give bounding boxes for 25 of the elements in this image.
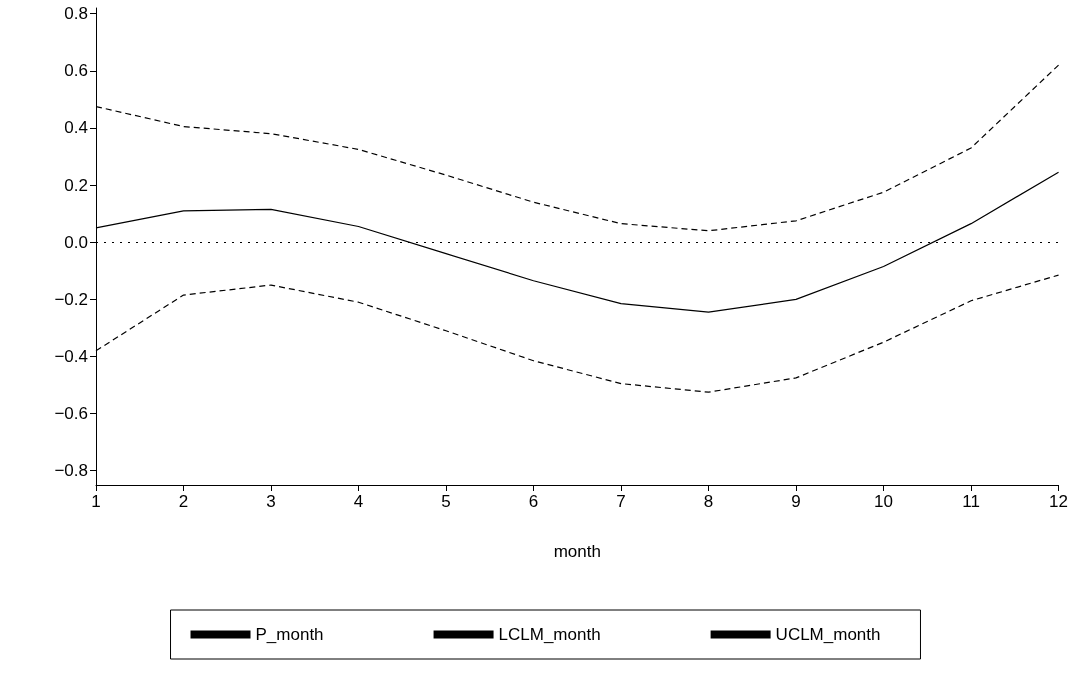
x-tick-label: 2 <box>178 492 189 511</box>
x-tick-label: 9 <box>791 492 801 511</box>
x-tick-label: 4 <box>353 492 364 511</box>
x-tick-label: 6 <box>528 492 539 511</box>
y-tick-label: 0.8 <box>64 4 88 24</box>
y-tick-label: 0.2 <box>64 175 88 195</box>
legend-label: UCLM_month <box>775 625 881 644</box>
x-tick-label: 10 <box>874 492 893 511</box>
legend-label: LCLM_month <box>498 625 601 644</box>
x-tick-label: 3 <box>266 492 276 511</box>
x-tick-label: 12 <box>1049 492 1069 511</box>
x-tick-label: 8 <box>703 492 714 511</box>
x-tick-label: 7 <box>616 492 626 511</box>
x-tick-label: 11 <box>962 492 980 511</box>
y-tick-label: −0.8 <box>54 461 88 481</box>
x-tick-label: 5 <box>441 492 451 511</box>
legend-label: P_month <box>255 625 324 644</box>
y-tick-label: 0.4 <box>64 118 88 138</box>
y-tick-label: −0.4 <box>54 346 88 366</box>
y-tick-label: −0.2 <box>54 289 88 309</box>
y-tick-label: 0.0 <box>64 232 88 252</box>
x-tick-label: 1 <box>91 492 101 511</box>
y-tick-label: −0.6 <box>54 404 88 424</box>
y-tick-label: 0.6 <box>64 61 88 81</box>
x-axis-title: month <box>553 542 601 561</box>
